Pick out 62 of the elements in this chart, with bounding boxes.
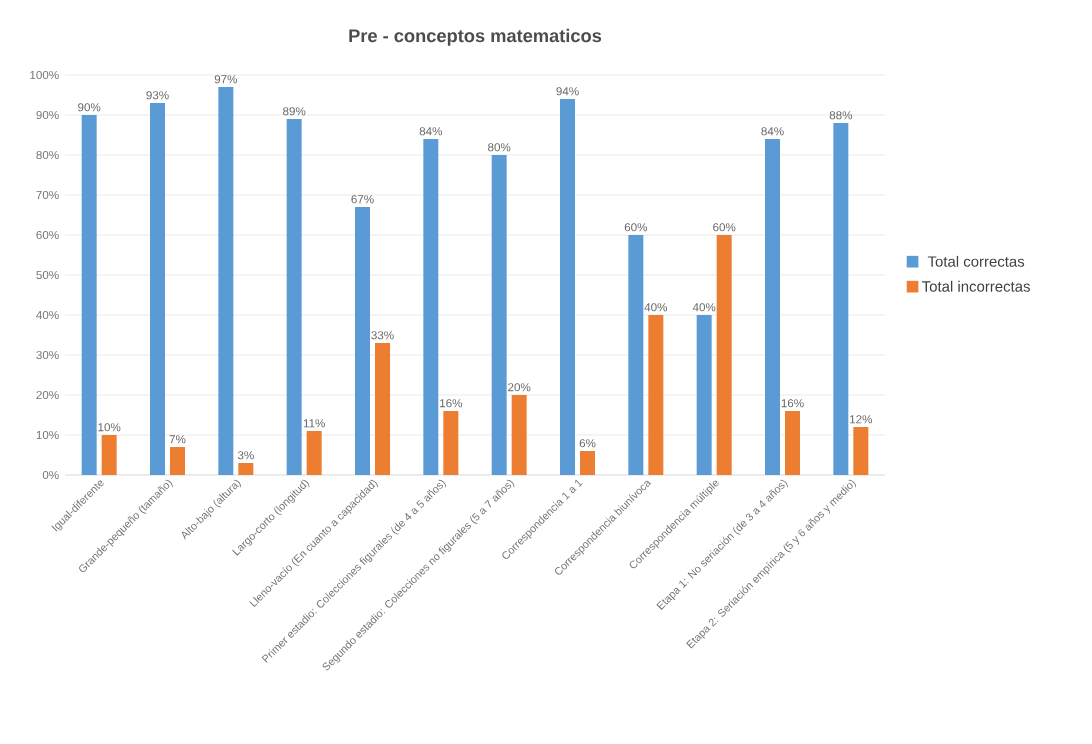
bar (355, 206, 371, 475)
bar (511, 395, 527, 475)
data-label: 33% (371, 331, 394, 340)
legend-label: Total incorrectas (922, 280, 1030, 292)
y-tick-label: 90% (36, 110, 59, 120)
legend-label: Total correctas (927, 255, 1025, 267)
bar (150, 102, 165, 475)
data-label: 89% (283, 107, 306, 116)
data-label: 12% (850, 415, 873, 424)
data-label: 94% (556, 87, 579, 96)
data-label: 80% (488, 143, 511, 152)
data-label: 90% (78, 103, 101, 112)
data-label: 20% (508, 383, 531, 392)
bar (580, 451, 596, 475)
bar (628, 234, 644, 475)
bar (306, 431, 322, 475)
data-label: 16% (781, 399, 804, 408)
bar (716, 234, 732, 475)
bar (853, 427, 869, 475)
chart-title: Pre - conceptos matematicos (349, 28, 602, 46)
data-label: 93% (146, 91, 169, 100)
bar (218, 86, 234, 475)
data-label: 40% (644, 303, 668, 312)
y-tick-label: 100% (30, 70, 59, 80)
bar (375, 342, 391, 475)
data-label: 11% (303, 419, 325, 428)
bar (81, 114, 97, 475)
data-label: 60% (624, 223, 648, 232)
bar (238, 463, 254, 475)
bar (560, 98, 576, 475)
bar (423, 139, 439, 475)
y-tick-label: 20% (36, 390, 59, 400)
data-label: 6% (579, 439, 596, 448)
y-tick-label: 60% (36, 230, 59, 240)
bar (648, 314, 664, 475)
data-label: 60% (713, 223, 736, 232)
bar (833, 122, 849, 475)
data-label: 10% (98, 423, 121, 432)
data-label: 67% (351, 195, 374, 204)
y-tick-label: 0% (42, 470, 59, 480)
y-tick-label: 30% (36, 350, 59, 360)
bar (696, 314, 712, 475)
data-label: 84% (419, 127, 443, 136)
bar (765, 139, 781, 475)
y-tick-label: 40% (36, 310, 59, 320)
data-label: 16% (440, 399, 463, 408)
y-tick-label: 50% (36, 270, 59, 280)
data-label: 3% (237, 451, 254, 460)
data-label: 88% (829, 111, 853, 120)
bar (443, 411, 459, 475)
bar (101, 435, 117, 475)
bar (785, 411, 801, 475)
bar (286, 119, 302, 475)
bar (491, 154, 507, 475)
data-label: 7% (169, 435, 186, 444)
data-label: 40% (692, 303, 716, 312)
y-tick-label: 10% (36, 430, 59, 440)
bar (170, 447, 185, 475)
y-tick-label: 70% (36, 190, 59, 200)
y-tick-label: 80% (36, 150, 59, 160)
data-label: 97% (214, 75, 238, 84)
data-label: 84% (761, 127, 784, 136)
